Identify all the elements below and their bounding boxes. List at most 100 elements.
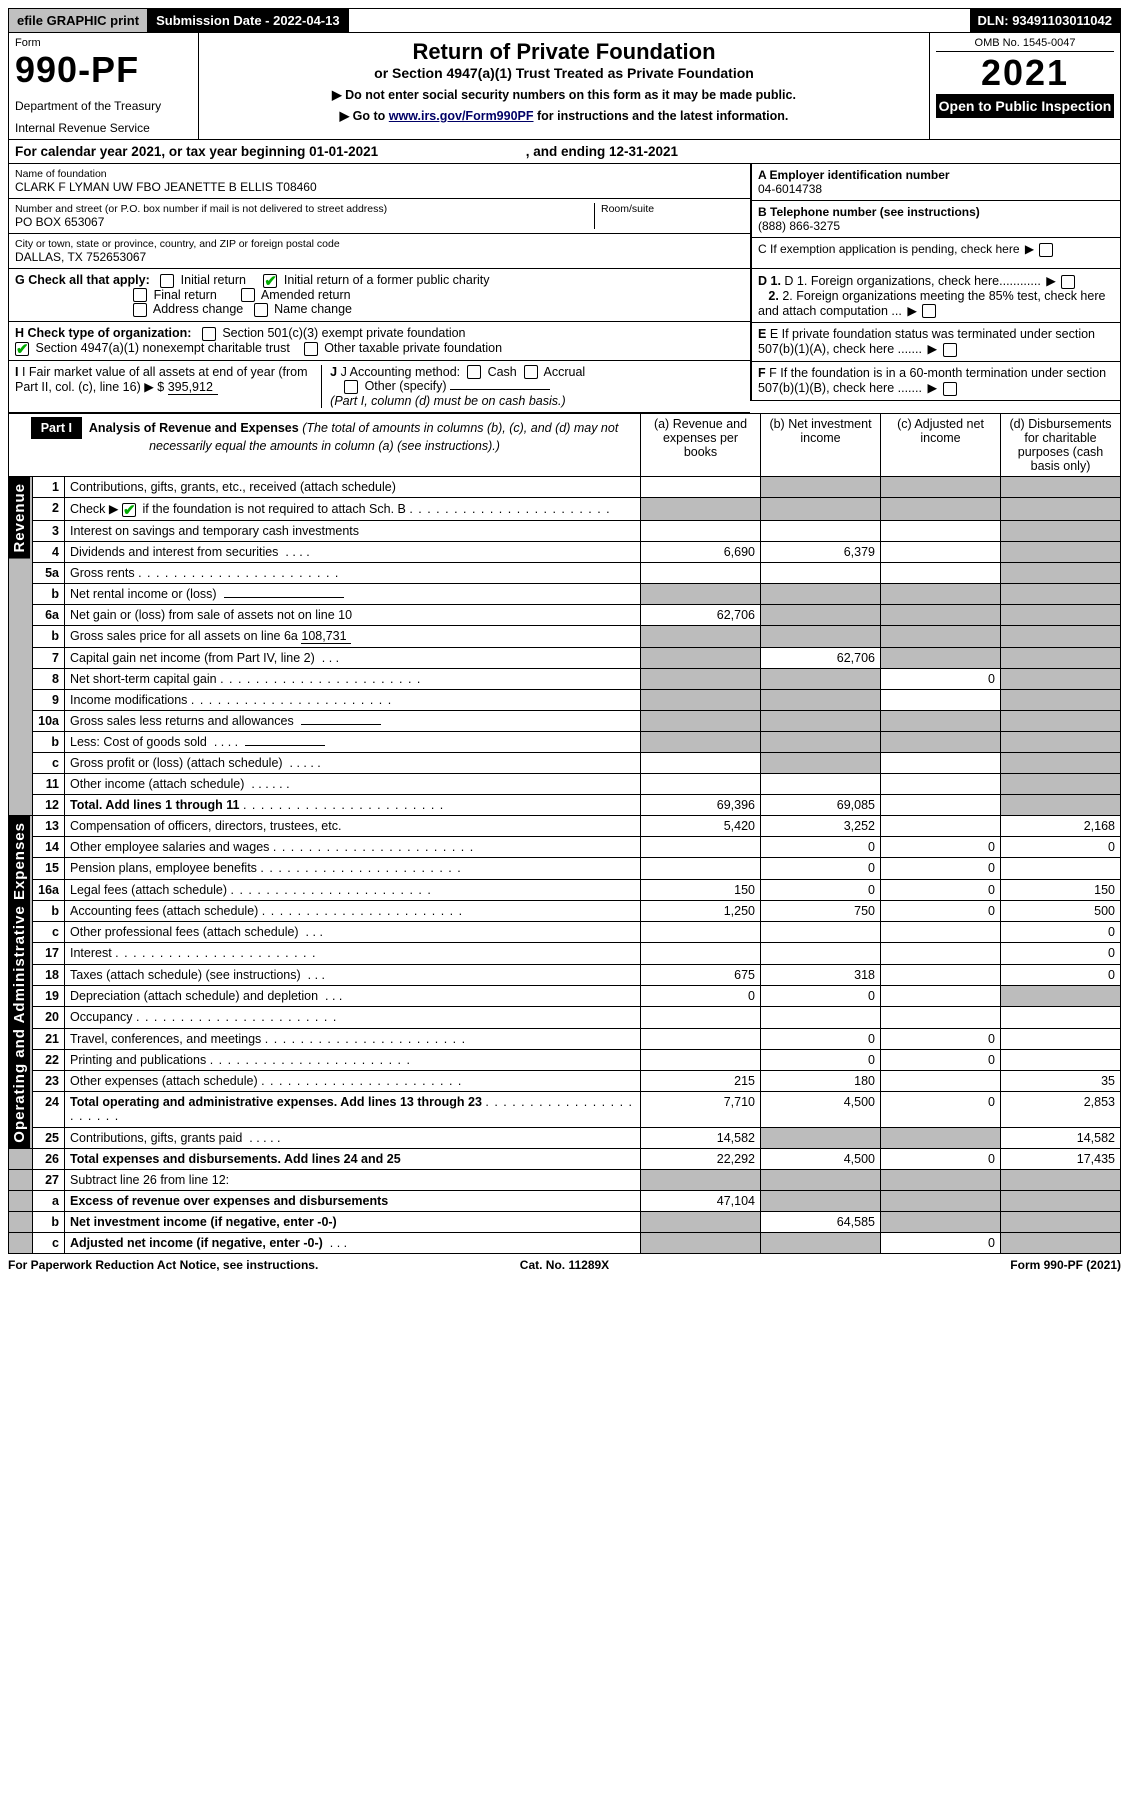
address-label: Number and street (or P.O. box number if… xyxy=(15,203,594,215)
irs-label: Internal Revenue Service xyxy=(15,121,192,135)
v16ad: 150 xyxy=(1001,879,1121,900)
top-bar: efile GRAPHIC print Submission Date - 20… xyxy=(8,8,1121,33)
v18b: 318 xyxy=(761,964,881,985)
v16bc: 0 xyxy=(881,900,1001,921)
chk-501c3[interactable] xyxy=(202,327,216,341)
part1-heading: Analysis of Revenue and Expenses xyxy=(89,421,299,435)
row-25: Contributions, gifts, grants paid . . . … xyxy=(65,1127,641,1148)
form-number: 990-PF xyxy=(15,49,192,91)
row-2: Check ▶ if the foundation is not require… xyxy=(65,497,641,520)
exemption-pending: C If exemption application is pending, c… xyxy=(758,242,1020,256)
chk-4947[interactable] xyxy=(15,342,29,356)
row-17: Interest xyxy=(65,943,641,964)
col-d-header: (d) Disbursements for charitable purpose… xyxy=(1001,413,1121,476)
chk-accrual[interactable] xyxy=(524,365,538,379)
v15c: 0 xyxy=(881,858,1001,879)
chk-initial-former[interactable] xyxy=(263,274,277,288)
chk-other-taxable[interactable] xyxy=(304,342,318,356)
page-footer: For Paperwork Reduction Act Notice, see … xyxy=(8,1254,1121,1272)
col-c-header: (c) Adjusted net income xyxy=(881,413,1001,476)
v8c: 0 xyxy=(881,668,1001,689)
chk-amended-return[interactable] xyxy=(241,288,255,302)
omb-number: OMB No. 1545-0047 xyxy=(936,37,1114,52)
v23b: 180 xyxy=(761,1071,881,1092)
lbl-address-change: Address change xyxy=(153,302,243,316)
row-15: Pension plans, employee benefits xyxy=(65,858,641,879)
chk-d1[interactable] xyxy=(1061,275,1075,289)
v26c: 0 xyxy=(881,1149,1001,1170)
v6aa: 62,706 xyxy=(641,604,761,625)
row-6a: Net gain or (loss) from sale of assets n… xyxy=(65,604,641,625)
v24d: 2,853 xyxy=(1001,1092,1121,1128)
v27cc: 0 xyxy=(881,1233,1001,1254)
lbl-other-method: Other (specify) xyxy=(365,379,447,393)
v21b: 0 xyxy=(761,1028,881,1049)
chk-address-change[interactable] xyxy=(133,303,147,317)
v13b: 3,252 xyxy=(761,815,881,836)
v19b: 0 xyxy=(761,986,881,1007)
cat-number: Cat. No. 11289X xyxy=(379,1258,750,1272)
v22c: 0 xyxy=(881,1049,1001,1070)
v21c: 0 xyxy=(881,1028,1001,1049)
telephone: (888) 866-3275 xyxy=(758,219,1114,233)
chk-cash[interactable] xyxy=(467,365,481,379)
row-11: Other income (attach schedule) . . . . .… xyxy=(65,773,641,794)
city-label: City or town, state or province, country… xyxy=(15,238,744,250)
row-27: Subtract line 26 from line 12: xyxy=(65,1170,641,1191)
v24b: 4,500 xyxy=(761,1092,881,1128)
v7b: 62,706 xyxy=(761,647,881,668)
chk-initial-return[interactable] xyxy=(160,274,174,288)
v13d: 2,168 xyxy=(1001,815,1121,836)
row-9: Income modifications xyxy=(65,689,641,710)
lbl-name-change: Name change xyxy=(274,302,352,316)
d1-text: D 1. Foreign organizations, check here..… xyxy=(784,274,1040,288)
chk-sch-b[interactable] xyxy=(122,503,136,517)
row-22: Printing and publications xyxy=(65,1049,641,1070)
form-ref: Form 990-PF (2021) xyxy=(750,1258,1121,1272)
chk-f[interactable] xyxy=(943,382,957,396)
row-21: Travel, conferences, and meetings xyxy=(65,1028,641,1049)
dln: DLN: 93491103011042 xyxy=(970,9,1120,32)
g-label: G Check all that apply: xyxy=(15,273,150,287)
note2-prefix: ▶ Go to xyxy=(340,109,389,123)
efile-print-button[interactable]: efile GRAPHIC print xyxy=(9,9,148,32)
chk-final-return[interactable] xyxy=(133,288,147,302)
lbl-final-return: Final return xyxy=(154,288,217,302)
chk-d2[interactable] xyxy=(922,304,936,318)
ssn-warning: ▶ Do not enter social security numbers o… xyxy=(207,87,921,102)
row-16c: Other professional fees (attach schedule… xyxy=(65,922,641,943)
v16aa: 150 xyxy=(641,879,761,900)
lbl-other-taxable: Other taxable private foundation xyxy=(324,341,502,355)
paperwork-notice: For Paperwork Reduction Act Notice, see … xyxy=(8,1258,379,1272)
row-10c: Gross profit or (loss) (attach schedule)… xyxy=(65,752,641,773)
row-14: Other employee salaries and wages xyxy=(65,836,641,857)
v27aa: 47,104 xyxy=(641,1191,761,1212)
v15b: 0 xyxy=(761,858,881,879)
tax-year: 2021 xyxy=(936,52,1114,94)
chk-name-change[interactable] xyxy=(254,303,268,317)
check-section: G Check all that apply: Initial return I… xyxy=(8,269,1121,413)
chk-e[interactable] xyxy=(943,343,957,357)
irs-link[interactable]: www.irs.gov/Form990PF xyxy=(389,109,534,123)
address: PO BOX 653067 xyxy=(15,215,594,229)
part1-label: Part I xyxy=(31,417,82,439)
v23d: 35 xyxy=(1001,1071,1121,1092)
chk-other-method[interactable] xyxy=(344,380,358,394)
lbl-accrual: Accrual xyxy=(544,365,586,379)
checkbox-c[interactable] xyxy=(1039,243,1053,257)
v4b: 6,379 xyxy=(761,541,881,562)
row-3: Interest on savings and temporary cash i… xyxy=(65,520,641,541)
col-b-header: (b) Net investment income xyxy=(761,413,881,476)
v16bb: 750 xyxy=(761,900,881,921)
form-title: Return of Private Foundation xyxy=(207,39,921,65)
row-19: Depreciation (attach schedule) and deple… xyxy=(65,986,641,1007)
note2-suffix: for instructions and the latest informat… xyxy=(534,109,789,123)
row-5a: Gross rents xyxy=(65,562,641,583)
row-7: Capital gain net income (from Part IV, l… xyxy=(65,647,641,668)
foundation-name-label: Name of foundation xyxy=(15,168,744,180)
v14d: 0 xyxy=(1001,836,1121,857)
form-header: Form 990-PF Department of the Treasury I… xyxy=(8,33,1121,140)
form-subtitle: or Section 4947(a)(1) Trust Treated as P… xyxy=(207,65,921,81)
submission-date: Submission Date - 2022-04-13 xyxy=(148,9,349,32)
lbl-amended-return: Amended return xyxy=(261,288,351,302)
